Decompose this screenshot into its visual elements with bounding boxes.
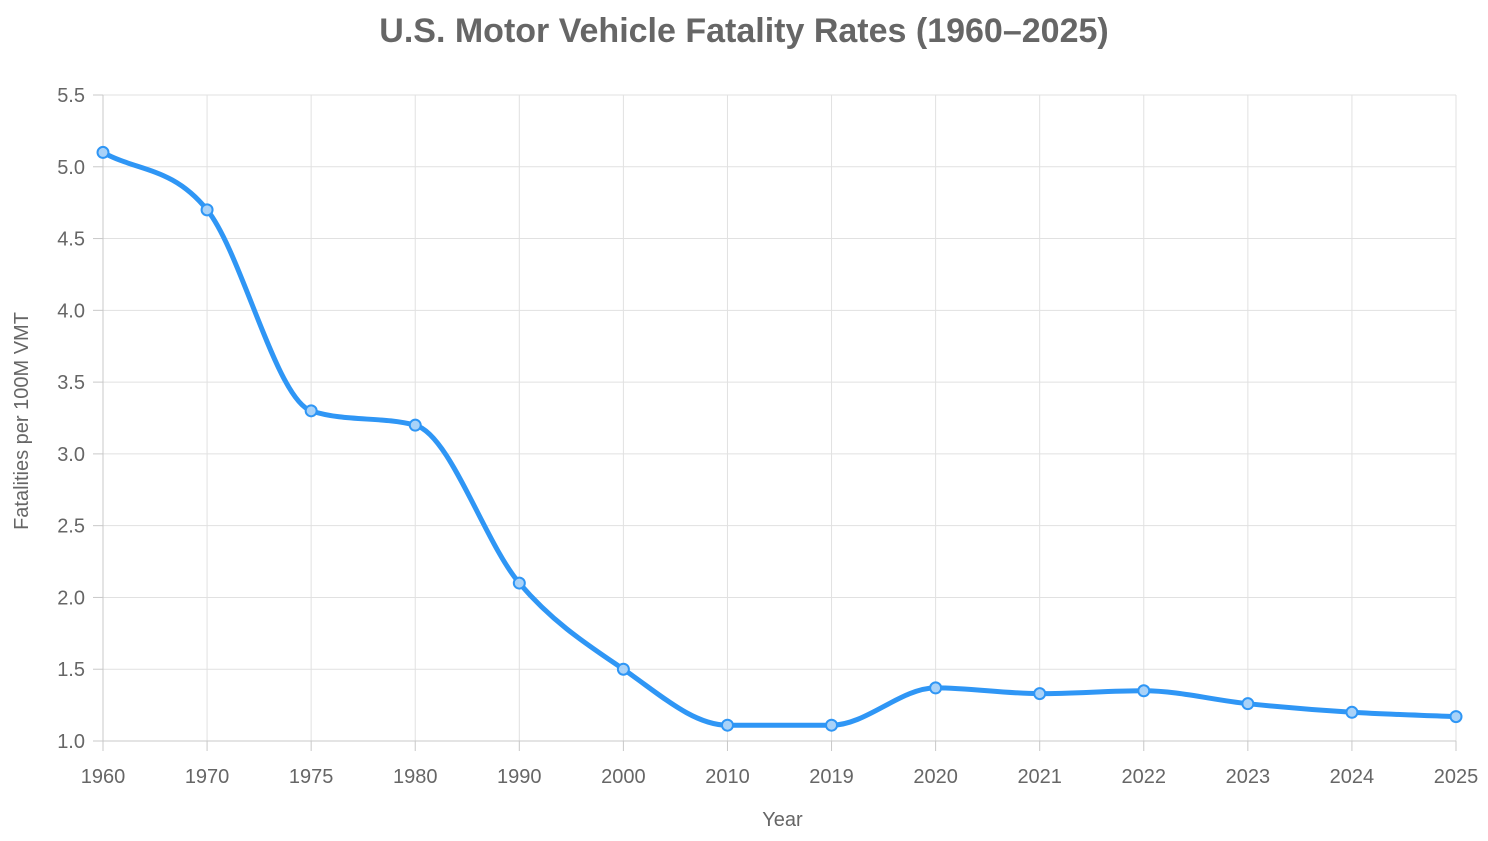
y-axis-title: Fatalities per 100M VMT	[11, 312, 33, 530]
y-tick-label: 5.5	[57, 85, 85, 107]
x-tick-label: 2000	[601, 766, 646, 788]
x-axis-title: Year	[762, 809, 803, 831]
y-tick-label: 4.0	[57, 300, 85, 322]
data-point	[616, 662, 630, 676]
data-point	[408, 418, 422, 432]
x-tick-label: 2021	[1017, 766, 1062, 788]
grid	[103, 94, 1457, 741]
data-point	[1241, 697, 1255, 711]
y-tick-label: 2.5	[57, 516, 85, 538]
x-tick-label: 1980	[393, 766, 438, 788]
data-point	[825, 718, 839, 732]
data-point	[720, 718, 734, 732]
chart-title: U.S. Motor Vehicle Fatality Rates (1960–…	[379, 12, 1109, 50]
y-tick-label: 5.0	[57, 157, 85, 179]
x-tick-label: 2020	[913, 766, 958, 788]
y-tick-label: 4.5	[57, 229, 85, 251]
y-tick-label: 1.5	[57, 659, 85, 681]
x-tick-label: 2022	[1122, 766, 1167, 788]
data-point	[200, 203, 214, 217]
y-tick-label: 3.0	[57, 444, 85, 466]
x-tick-label: 2023	[1226, 766, 1271, 788]
data-point	[1345, 705, 1359, 719]
data-point	[1449, 710, 1463, 724]
x-tick-label: 2024	[1330, 766, 1375, 788]
data-point	[304, 404, 318, 418]
x-tick-label: 1990	[497, 766, 542, 788]
x-tick-label: 1960	[81, 766, 126, 788]
data-point	[929, 681, 943, 695]
labels: 1.0 1.5 2.0 2.5 3.0 3.5 4.0 4.5 5.0 5.5 1960 1970 19…	[11, 85, 1478, 831]
data-point	[512, 576, 526, 590]
series	[96, 145, 1463, 732]
axes	[93, 94, 1457, 751]
x-tick-label: 2025	[1434, 766, 1479, 788]
y-tick-label: 3.5	[57, 372, 85, 394]
data-point	[96, 145, 110, 159]
x-tick-label: 2010	[705, 766, 750, 788]
x-tick-label: 1970	[185, 766, 230, 788]
y-tick-label: 2.0	[57, 587, 85, 609]
data-point	[1033, 687, 1047, 701]
x-tick-label: 1975	[289, 766, 334, 788]
x-tick-label: 2019	[809, 766, 854, 788]
data-point	[1137, 684, 1151, 698]
y-tick-label: 1.0	[57, 731, 85, 753]
